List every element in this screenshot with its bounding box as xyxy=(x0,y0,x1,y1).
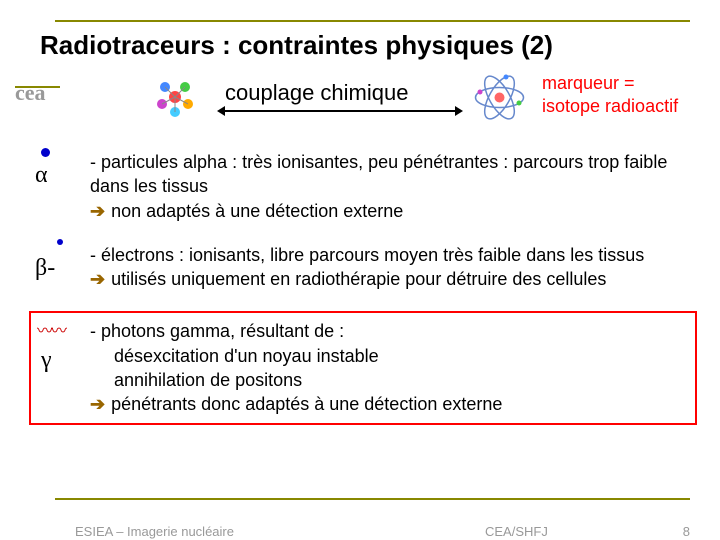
beta-line2-row: ➔ utilisés uniquement en radiothérapie p… xyxy=(90,267,695,291)
gamma-line4-row: ➔ pénétrants donc adaptés à une détectio… xyxy=(90,392,691,416)
alpha-text: - particules alpha : très ionisantes, pe… xyxy=(90,150,695,223)
arrow-icon: ➔ xyxy=(90,199,105,223)
footer-page-number: 8 xyxy=(683,524,690,539)
coupling-arrow xyxy=(225,110,455,112)
alpha-section: α - particules alpha : très ionisantes, … xyxy=(35,150,695,223)
gamma-line3: annihilation de positons xyxy=(90,368,691,392)
alpha-line2-row: ➔ non adaptés à une détection externe xyxy=(90,199,695,223)
beta-section: β- - électrons : ionisants, libre parcou… xyxy=(35,243,695,292)
footer-left: ESIEA – Imagerie nucléaire xyxy=(75,524,234,539)
coupling-label: couplage chimique xyxy=(225,80,408,106)
content-area: α - particules alpha : très ionisantes, … xyxy=(35,150,695,445)
gamma-text: - photons gamma, résultant de : désexcit… xyxy=(90,319,691,416)
alpha-symbol: α xyxy=(35,162,48,188)
top-divider xyxy=(55,20,690,22)
alpha-dot-icon xyxy=(41,148,50,157)
gamma-symbol-col: 〰〰 γ xyxy=(35,319,90,374)
page-title: Radiotraceurs : contraintes physiques (2… xyxy=(40,30,553,61)
beta-line2: utilisés uniquement en radiothérapie pou… xyxy=(111,267,606,291)
molecule-icon xyxy=(150,72,200,122)
beta-symbol: β- xyxy=(35,255,55,281)
gamma-symbol: γ xyxy=(41,347,52,373)
marker-label-line1: marqueur = xyxy=(542,73,635,93)
gamma-line4: pénétrants donc adaptés à une détection … xyxy=(111,392,502,416)
marker-label: marqueur = isotope radioactif xyxy=(542,72,678,119)
arrow-icon: ➔ xyxy=(90,267,105,291)
alpha-symbol-col: α xyxy=(35,150,90,189)
beta-text: - électrons : ionisants, libre parcours … xyxy=(90,243,695,292)
marker-label-line2: isotope radioactif xyxy=(542,96,678,116)
beta-line1: - électrons : ionisants, libre parcours … xyxy=(90,243,695,267)
gamma-line2: désexcitation d'un noyau instable xyxy=(90,344,691,368)
beta-dot-icon xyxy=(57,239,63,245)
footer-center: CEA/SHFJ xyxy=(485,524,548,539)
cea-logo: cea xyxy=(15,80,46,106)
gamma-wave-icon: 〰〰 xyxy=(37,317,65,341)
gamma-section: 〰〰 γ - photons gamma, résultant de : dés… xyxy=(29,311,697,424)
footer-divider xyxy=(55,498,690,500)
arrow-icon: ➔ xyxy=(90,392,105,416)
alpha-line2: non adaptés à une détection externe xyxy=(111,199,403,223)
atom-icon xyxy=(472,70,527,125)
beta-symbol-col: β- xyxy=(35,243,90,282)
gamma-line1: - photons gamma, résultant de : xyxy=(90,319,691,343)
alpha-line1: - particules alpha : très ionisantes, pe… xyxy=(90,150,695,199)
